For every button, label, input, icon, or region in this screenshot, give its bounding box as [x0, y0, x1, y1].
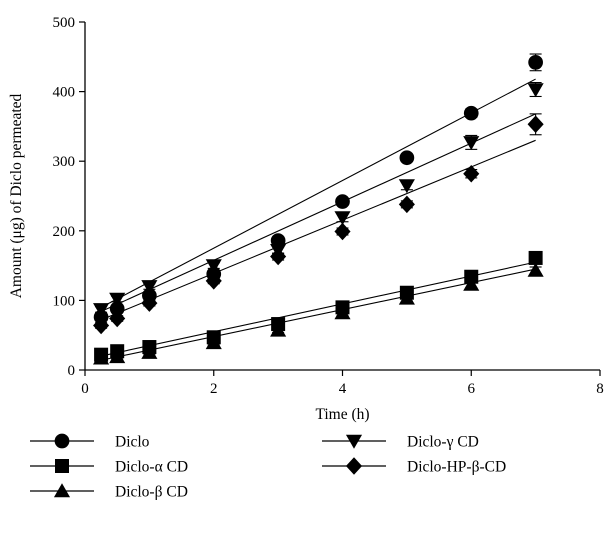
y-axis-title: Amount (μg) of Diclo permeated [8, 93, 25, 298]
fit-line [100, 261, 536, 357]
y-tick-label: 100 [53, 293, 76, 309]
legend-label: Diclo [115, 434, 150, 451]
data-point [463, 276, 480, 291]
legend-marker [53, 483, 71, 498]
data-point [205, 335, 222, 350]
legend-marker [345, 434, 363, 449]
y-tick-label: 300 [53, 154, 76, 170]
data-point [527, 83, 544, 98]
data-point [527, 115, 544, 134]
series-1 [93, 53, 543, 325]
x-tick-label: 8 [596, 381, 604, 397]
fit-line [100, 113, 536, 313]
legend-marker [54, 433, 70, 449]
data-point [109, 292, 126, 307]
legend-label: Diclo-HP-β-CD [407, 459, 506, 476]
data-point [463, 136, 480, 151]
data-point [398, 179, 415, 194]
data-point [334, 211, 351, 226]
data-point [334, 222, 351, 241]
series-5 [93, 113, 544, 335]
data-point [93, 350, 110, 365]
data-point [398, 195, 415, 214]
legend-label: Diclo-α CD [115, 459, 188, 476]
legend-item: Diclo-β CD [30, 483, 188, 501]
legend-item: Diclo-HP-β-CD [322, 457, 506, 476]
data-point [270, 322, 287, 337]
data-point [141, 280, 158, 295]
data-point [270, 247, 287, 266]
data-point [528, 250, 543, 265]
data-point [463, 105, 479, 121]
data-point [398, 290, 415, 305]
data-point [141, 294, 158, 312]
data-point [109, 349, 126, 364]
legend-marker [345, 457, 363, 475]
data-point [93, 303, 110, 318]
data-point [141, 344, 158, 359]
data-point [463, 164, 480, 183]
legend-item: Diclo-α CD [30, 459, 188, 476]
x-tick-label: 2 [210, 381, 218, 397]
x-tick-label: 6 [468, 381, 476, 397]
data-point [528, 55, 543, 70]
data-point [93, 316, 110, 335]
series-3 [93, 262, 544, 365]
y-tick-label: 400 [53, 85, 76, 101]
y-tick-label: 0 [68, 363, 76, 379]
x-tick-label: 0 [81, 381, 89, 397]
legend-item: Diclo-γ CD [322, 434, 479, 451]
series-4 [93, 82, 544, 318]
fit-line [100, 78, 536, 308]
y-tick-label: 200 [53, 224, 76, 240]
y-tick-label: 500 [53, 15, 76, 31]
x-axis-title: Time (h) [315, 406, 369, 423]
legend-marker [55, 459, 69, 473]
legend-label: Diclo-γ CD [407, 434, 479, 451]
series-2 [94, 250, 543, 362]
legend-item: Diclo [30, 434, 150, 451]
legend-label: Diclo-β CD [115, 484, 188, 501]
data-point [399, 150, 415, 166]
data-point [205, 272, 222, 290]
fit-line [100, 139, 536, 321]
data-point [109, 309, 126, 328]
data-point [334, 305, 351, 320]
data-point [109, 301, 125, 317]
data-point [205, 259, 222, 274]
x-tick-label: 4 [339, 381, 347, 397]
fit-line [100, 268, 536, 361]
data-point [527, 262, 544, 277]
